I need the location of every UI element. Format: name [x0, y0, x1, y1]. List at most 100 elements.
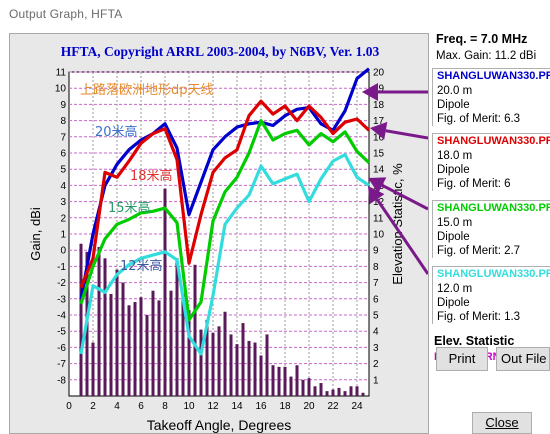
x-tick-label: 6: [138, 401, 144, 412]
elevation-bar: [139, 297, 143, 396]
y-right-tick-label: 5: [373, 311, 379, 322]
antenna-card-4: SHANGLUWAN330.PRN 12.0 m Dipole Fig. of …: [432, 266, 550, 324]
antenna-card-2: SHANGLUWAN330.PRN 18.0 m Dipole Fig. of …: [432, 133, 550, 191]
elevation-bar: [361, 392, 365, 396]
elevation-bar: [343, 391, 347, 396]
pointer-arrow-shaft: [375, 198, 428, 275]
antenna-card-1: SHANGLUWAN330.PRN 20.0 m Dipole Fig. of …: [432, 68, 550, 126]
y-right-tick-label: 20: [373, 68, 385, 79]
elevation-bar: [289, 376, 293, 396]
y-right-tick-label: 1: [373, 375, 379, 386]
y-right-tick-label: 4: [373, 327, 379, 338]
gain-series-line: [79, 67, 371, 300]
window-title: Output Graph, HFTA: [9, 7, 123, 21]
title-bar: Output Graph, HFTA: [0, 0, 550, 30]
pointer-arrow-head: [368, 186, 385, 205]
elevation-bar: [169, 290, 173, 396]
y-left-tick-label: 10: [55, 84, 67, 95]
y-right-tick-label: 15: [373, 149, 385, 160]
y-left-tick-label: 3: [60, 197, 66, 208]
antenna-merit: Fig. of Merit: 6: [437, 178, 511, 190]
antenna-merit: Fig. of Merit: 1.3: [437, 311, 521, 323]
elevation-bar: [91, 342, 95, 396]
y-right-tick-label: 17: [373, 116, 385, 127]
y-left-tick-label: -5: [57, 327, 66, 338]
elevation-bar: [271, 365, 275, 396]
gain-series-line: [79, 99, 371, 289]
elevation-bar: [247, 340, 251, 396]
gain-series-line: [79, 153, 370, 356]
y-right-tick-label: 18: [373, 100, 385, 111]
elevation-bar: [241, 323, 245, 396]
elevation-bar: [145, 315, 149, 396]
elevation-bar: [253, 342, 257, 396]
y-right-axis-label: Elevation Statistic, %: [390, 163, 405, 285]
elevation-bar: [211, 332, 215, 396]
elevation-bar: [337, 387, 341, 396]
elevation-bar: [163, 188, 167, 396]
antenna-card-3: SHANGLUWAN330.PRN 15.0 m Dipole Fig. of …: [432, 200, 550, 258]
annotation-12m: 12米高: [120, 258, 163, 274]
output-file-button[interactable]: Out File: [496, 347, 550, 371]
close-button[interactable]: Close: [472, 412, 532, 434]
x-tick-label: 0: [66, 401, 72, 412]
y-right-tick-label: 11: [373, 213, 384, 224]
y-right-tick-label: 6: [373, 294, 379, 305]
y-left-tick-label: 1: [60, 230, 66, 241]
annotation-18m: 18米高: [130, 168, 173, 184]
antenna-file-name: SHANGLUWAN330.PRN: [437, 268, 550, 280]
elevation-bar: [79, 243, 83, 396]
elevation-bar: [319, 383, 323, 396]
y-left-tick-label: 11: [56, 68, 67, 79]
y-left-tick-label: -6: [57, 343, 66, 354]
y-left-tick-label: 5: [60, 165, 66, 176]
antenna-type: Dipole: [437, 297, 470, 309]
pointer-arrow-shaft: [385, 129, 428, 140]
elevation-bar: [283, 366, 287, 396]
y-right-tick-label: 19: [373, 84, 385, 95]
print-button-label: Print: [448, 351, 476, 366]
elevation-bar: [331, 389, 335, 396]
antenna-merit: Fig. of Merit: 6.3: [437, 113, 521, 125]
pointer-arrow-head: [368, 177, 387, 194]
y-left-tick-label: 9: [60, 100, 66, 111]
gain-elevation-graph: 11109876543210-1-2-3-4-5-6-7-82019181716…: [28, 44, 428, 433]
elevation-bar: [307, 378, 311, 396]
antenna-height: 15.0 m: [437, 217, 473, 229]
x-tick-label: 8: [162, 401, 168, 412]
y-right-tick-label: 9: [373, 246, 379, 257]
info-panel: Freq. = 7.0 MHz Max. Gain: 11.2 dBi SHAN…: [430, 30, 550, 434]
y-left-tick-label: -2: [57, 278, 66, 289]
x-tick-label: 16: [255, 401, 267, 412]
antenna-type: Dipole: [437, 99, 470, 111]
x-tick-label: 20: [303, 401, 315, 412]
graph-frame: 11 10 9 8 7 6 5 4 3 2 1 0 -1 -2 -3 -4 -5 -6 -7 -8 20 19 18 17 16…: [9, 33, 429, 434]
elevation-bar: [325, 391, 329, 396]
antenna-file-name: SHANGLUWAN330.PRN: [437, 70, 550, 82]
pointer-arrow-shaft: [381, 184, 428, 211]
antenna-type: Dipole: [437, 164, 470, 176]
print-button[interactable]: Print: [436, 347, 488, 371]
elevation-bar: [205, 319, 209, 396]
x-tick-label: 12: [207, 401, 219, 412]
antenna-height: 20.0 m: [437, 85, 473, 97]
y-left-tick-label: -3: [57, 294, 66, 305]
y-left-tick-label: -7: [57, 359, 66, 370]
antenna-type: Dipole: [437, 231, 470, 243]
elevation-bar: [223, 311, 227, 396]
y-left-tick-label: -8: [57, 375, 66, 386]
y-right-tick-label: 3: [373, 343, 379, 354]
elevation-bar: [115, 269, 119, 396]
frequency-label: Freq. = 7.0 MHz: [436, 32, 528, 46]
annotation-20m: 20米高: [95, 124, 138, 140]
x-tick-label: 18: [279, 401, 291, 412]
elevation-bar: [295, 365, 299, 396]
y-left-tick-label: 6: [60, 149, 66, 160]
elevation-bar: [277, 366, 281, 396]
elevation-bar: [97, 246, 101, 396]
x-axis-label: Takeoff Angle, Degrees: [147, 417, 292, 433]
elevation-bar: [265, 334, 269, 396]
elevation-bar: [103, 258, 107, 396]
y-left-tick-label: -1: [57, 262, 66, 273]
